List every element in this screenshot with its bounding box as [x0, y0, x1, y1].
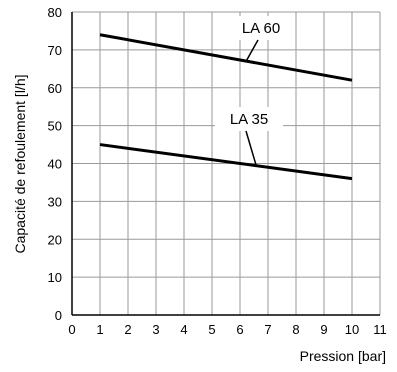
y-tick-label: 0: [55, 308, 62, 323]
x-tick-label: 4: [180, 322, 187, 337]
x-tick-label: 9: [320, 322, 327, 337]
y-tick-label: 40: [48, 157, 62, 172]
y-tick-label: 10: [48, 270, 62, 285]
y-tick-labels: 0 10 20 30 40 50 60 70 80: [48, 5, 62, 323]
axes: [71, 12, 380, 316]
series-label: LA 35: [230, 111, 268, 128]
x-tick-label: 2: [124, 322, 131, 337]
x-tick-label: 11: [373, 322, 387, 337]
x-tick-label: 5: [208, 322, 215, 337]
series-labels: LA 60 LA 35: [215, 16, 295, 166]
x-tick-label: 8: [292, 322, 299, 337]
x-axis-label: Pression [bar]: [300, 348, 386, 364]
series-label-leader: [245, 130, 257, 166]
series-lines: [99, 33, 353, 181]
y-tick-label: 20: [48, 232, 62, 247]
x-tick-label: 6: [236, 322, 243, 337]
series-line: [99, 143, 353, 181]
y-axis-label: Capacité de refoulement [l/h]: [12, 75, 28, 254]
series-label-background: [215, 107, 283, 131]
y-tick-label: 60: [48, 81, 62, 96]
x-tick-label: 1: [96, 322, 103, 337]
x-tick-label: 3: [152, 322, 159, 337]
y-tick-label: 50: [48, 119, 62, 134]
x-tick-label: 0: [68, 322, 75, 337]
x-tick-labels: 0 1 2 3 4 5 6 7 8 9 10 11: [68, 322, 386, 337]
series-line: [99, 33, 353, 82]
series-label-leader: [245, 39, 259, 62]
x-tick-label: 7: [264, 322, 271, 337]
y-tick-label: 30: [48, 194, 62, 209]
series-label: LA 60: [242, 20, 280, 37]
series-label-background: [227, 16, 295, 40]
y-tick-label: 80: [48, 5, 62, 20]
x-tick-label: 10: [345, 322, 359, 337]
y-tick-label: 70: [48, 43, 62, 58]
